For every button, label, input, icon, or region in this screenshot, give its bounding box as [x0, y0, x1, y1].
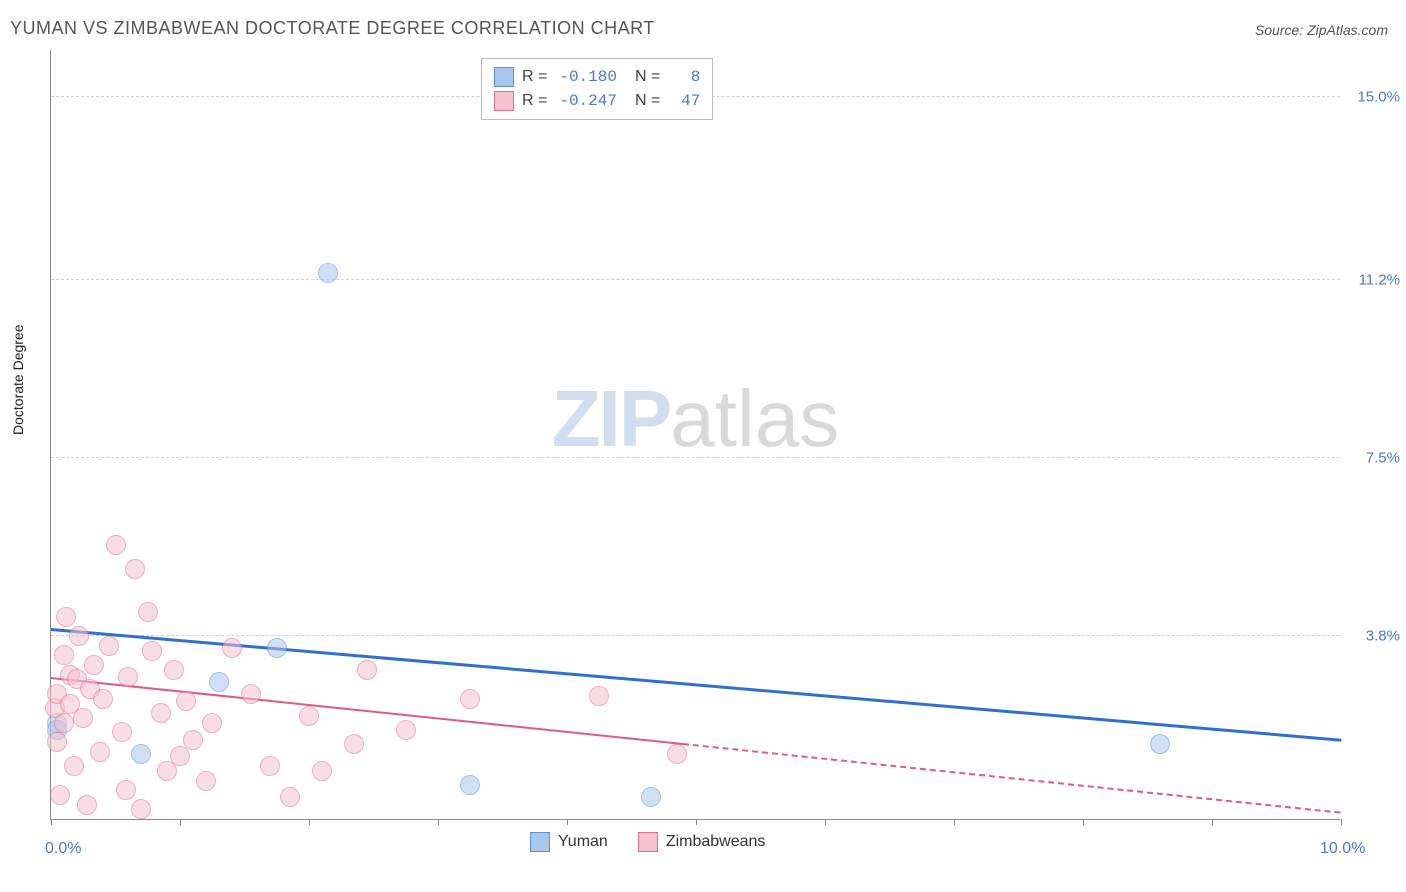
legend-label-1: Zimbabweans — [666, 833, 766, 851]
watermark-part1: ZIP — [552, 374, 670, 463]
data-point-zimbabweans — [125, 559, 145, 579]
data-point-zimbabweans — [344, 734, 364, 754]
data-point-zimbabweans — [116, 780, 136, 800]
x-tick — [180, 819, 181, 825]
x-tick — [1341, 819, 1342, 825]
data-point-zimbabweans — [260, 756, 280, 776]
y-tick-label: 3.8% — [1345, 628, 1400, 645]
x-axis-max-label: 10.0% — [1320, 840, 1365, 858]
data-point-zimbabweans — [667, 744, 687, 764]
stats-legend-row-0: R = -0.180 N = 8 — [494, 65, 700, 89]
x-tick — [825, 819, 826, 825]
source-name: ZipAtlas.com — [1307, 22, 1388, 38]
regression-line-zimbabweans — [51, 677, 683, 745]
gridline — [51, 457, 1340, 458]
data-point-zimbabweans — [299, 706, 319, 726]
data-point-yuman — [209, 672, 229, 692]
data-point-zimbabweans — [312, 761, 332, 781]
x-tick — [567, 819, 568, 825]
data-point-zimbabweans — [54, 645, 74, 665]
data-point-zimbabweans — [138, 602, 158, 622]
n-label: N = — [635, 92, 660, 110]
data-point-zimbabweans — [84, 655, 104, 675]
data-point-zimbabweans — [118, 667, 138, 687]
y-tick-label: 11.2% — [1345, 272, 1400, 289]
x-axis-min-label: 0.0% — [45, 840, 81, 858]
data-point-zimbabweans — [93, 689, 113, 709]
data-point-zimbabweans — [589, 686, 609, 706]
data-point-zimbabweans — [50, 785, 70, 805]
data-point-zimbabweans — [357, 660, 377, 680]
regression-line-zimbabweans-extrapolated — [683, 743, 1341, 814]
watermark: ZIPatlas — [552, 373, 839, 465]
x-tick — [309, 819, 310, 825]
x-tick — [1083, 819, 1084, 825]
data-point-zimbabweans — [90, 742, 110, 762]
r-label: R = — [522, 92, 547, 110]
data-point-zimbabweans — [176, 691, 196, 711]
n-value-1: 47 — [672, 92, 700, 110]
data-point-zimbabweans — [164, 660, 184, 680]
data-point-zimbabweans — [77, 795, 97, 815]
data-point-zimbabweans — [396, 720, 416, 740]
data-point-zimbabweans — [99, 636, 119, 656]
data-point-zimbabweans — [202, 713, 222, 733]
data-point-zimbabweans — [280, 787, 300, 807]
y-axis-label: Doctorate Degree — [10, 324, 26, 435]
watermark-part2: atlas — [670, 374, 839, 463]
legend-item-0: Yuman — [530, 832, 608, 852]
r-value-0: -0.180 — [559, 68, 617, 86]
r-label: R = — [522, 68, 547, 86]
series-swatch-1 — [494, 91, 514, 111]
x-tick — [1212, 819, 1213, 825]
series-swatch-0 — [494, 67, 514, 87]
data-point-zimbabweans — [460, 689, 480, 709]
data-point-zimbabweans — [241, 684, 261, 704]
data-point-zimbabweans — [106, 535, 126, 555]
x-tick — [696, 819, 697, 825]
r-value-1: -0.247 — [559, 92, 617, 110]
data-point-yuman — [131, 744, 151, 764]
data-point-zimbabweans — [112, 722, 132, 742]
n-label: N = — [635, 68, 660, 86]
data-point-zimbabweans — [183, 730, 203, 750]
gridline — [51, 635, 1340, 636]
data-point-zimbabweans — [131, 799, 151, 819]
x-tick — [438, 819, 439, 825]
y-tick-label: 7.5% — [1345, 450, 1400, 467]
legend-item-1: Zimbabweans — [638, 832, 766, 852]
stats-legend: R = -0.180 N = 8 R = -0.247 N = 47 — [481, 58, 713, 120]
x-tick — [51, 819, 52, 825]
legend-swatch-1 — [638, 832, 658, 852]
data-point-yuman — [318, 263, 338, 283]
data-point-yuman — [267, 638, 287, 658]
data-point-zimbabweans — [142, 641, 162, 661]
data-point-zimbabweans — [56, 607, 76, 627]
x-tick — [954, 819, 955, 825]
source-attribution: Source: ZipAtlas.com — [1255, 22, 1388, 38]
data-point-zimbabweans — [54, 713, 74, 733]
data-point-zimbabweans — [196, 771, 216, 791]
data-point-zimbabweans — [47, 732, 67, 752]
source-prefix: Source: — [1255, 22, 1307, 38]
stats-legend-row-1: R = -0.247 N = 47 — [494, 89, 700, 113]
legend-label-0: Yuman — [558, 833, 608, 851]
data-point-yuman — [1150, 734, 1170, 754]
data-point-zimbabweans — [222, 638, 242, 658]
chart-title: YUMAN VS ZIMBABWEAN DOCTORATE DEGREE COR… — [10, 18, 655, 39]
data-point-zimbabweans — [151, 703, 171, 723]
scatter-plot-area: ZIPatlas R = -0.180 N = 8 R = -0.247 N =… — [50, 50, 1340, 820]
gridline — [51, 279, 1340, 280]
series-legend: Yuman Zimbabweans — [530, 832, 765, 852]
n-value-0: 8 — [672, 68, 700, 86]
data-point-yuman — [641, 787, 661, 807]
data-point-zimbabweans — [69, 626, 89, 646]
data-point-zimbabweans — [64, 756, 84, 776]
data-point-yuman — [460, 775, 480, 795]
y-tick-label: 15.0% — [1345, 89, 1400, 106]
data-point-zimbabweans — [170, 746, 190, 766]
data-point-zimbabweans — [73, 708, 93, 728]
legend-swatch-0 — [530, 832, 550, 852]
